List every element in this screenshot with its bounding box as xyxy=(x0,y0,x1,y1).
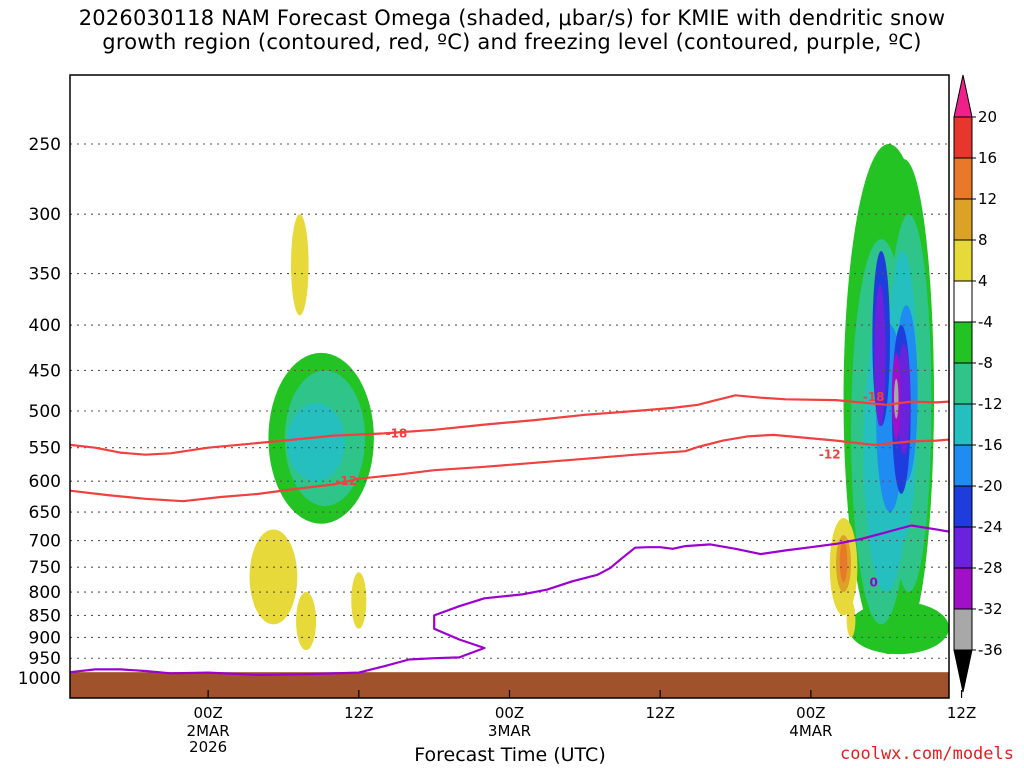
omega-cell xyxy=(1012,295,1024,395)
x-tick-sublabel: 2026 xyxy=(189,738,227,756)
omega-colorbar: 20 16 12 8 4 -4 -8 -12 -16 -20 -24 -28 -32 -36 xyxy=(953,74,1003,693)
colorbar-swatch xyxy=(953,567,973,610)
contour--12 xyxy=(70,433,949,503)
colorbar-swatch xyxy=(953,485,973,528)
omega-cell xyxy=(839,540,848,583)
colorbar-swatch xyxy=(953,362,973,405)
y-tick-label-750: 750 xyxy=(29,558,61,578)
temperature-contours: -18-18-18-12-12-1200 xyxy=(70,390,949,676)
omega-cell xyxy=(351,572,367,629)
pressure-gridlines xyxy=(70,143,949,659)
y-tick-label-300: 300 xyxy=(29,205,61,225)
contour-label--18: -18 xyxy=(863,390,885,404)
chart-title-line-2: growth region (contoured, red, ºC) and f… xyxy=(102,30,922,54)
omega-cell xyxy=(846,601,856,638)
omega-cell xyxy=(291,214,309,316)
omega-cell xyxy=(249,529,298,625)
x-tick-label: 00Z xyxy=(193,704,222,722)
y-tick-label-450: 450 xyxy=(29,361,61,381)
x-tick-label: 12Z xyxy=(645,704,674,722)
colorbar-label: 8 xyxy=(978,231,988,249)
colorbar-swatch xyxy=(953,608,973,651)
y-tick-label-350: 350 xyxy=(29,265,61,285)
contour-0 xyxy=(70,524,949,676)
colorbar-label: -16 xyxy=(978,436,1003,454)
y-tick-label-900: 900 xyxy=(29,628,61,648)
omega-cell xyxy=(1011,262,1024,411)
colorbar-label: -4 xyxy=(978,313,993,331)
plot-frame xyxy=(69,74,950,699)
x-tick-sublabel: 4MAR xyxy=(789,722,832,740)
colorbar-swatch xyxy=(953,157,973,200)
contour-label--12: -12 xyxy=(335,474,357,488)
colorbar-swatch xyxy=(953,239,973,282)
chart-title-line-1: 2026030118 NAM Forecast Omega (shaded, μ… xyxy=(78,6,946,30)
x-tick-label: 12Z xyxy=(947,704,976,722)
colorbar-swatch xyxy=(953,321,973,364)
colorbar-label: -36 xyxy=(978,641,1003,659)
colorbar-swatch xyxy=(953,280,973,323)
colorbar-label: 20 xyxy=(978,108,997,126)
x-tick-label: 00Z xyxy=(495,704,524,722)
colorbar-label: 16 xyxy=(978,149,997,167)
x-tick-sublabel: 2MAR xyxy=(187,722,230,740)
colorbar-label: -28 xyxy=(978,559,1003,577)
colorbar-label: -20 xyxy=(978,477,1003,495)
y-tick-label-950: 950 xyxy=(29,649,61,669)
y-tick-label-500: 500 xyxy=(29,402,61,422)
omega-cell xyxy=(897,343,911,455)
y-tick-label-550: 550 xyxy=(29,439,61,459)
colorbar-swatch xyxy=(953,526,973,569)
credit-text: coolwx.com/models xyxy=(840,744,1014,764)
colorbar-label: -24 xyxy=(978,518,1003,536)
colorbar-label: 4 xyxy=(978,272,988,290)
colorbar-swatch xyxy=(953,198,973,241)
y-tick-label-850: 850 xyxy=(29,606,61,626)
contour-label--12: -12 xyxy=(819,448,841,462)
contour-label-0: 0 xyxy=(869,575,877,589)
omega-cell xyxy=(296,592,317,651)
omega-cell xyxy=(287,403,346,482)
colorbar-label: 12 xyxy=(978,190,997,208)
colorbar-swatch xyxy=(953,403,973,446)
y-tick-label-700: 700 xyxy=(29,532,61,552)
omega-shaded-field xyxy=(249,144,1024,655)
y-tick-label-1000: 1000 xyxy=(18,669,61,689)
colorbar-swatch xyxy=(953,116,973,159)
y-tick-label-600: 600 xyxy=(29,472,61,492)
y-tick-label-400: 400 xyxy=(29,316,61,336)
colorbar-label: -32 xyxy=(978,600,1003,618)
omega-cell xyxy=(1009,214,1024,426)
y-tick-label-250: 250 xyxy=(29,135,61,155)
x-tick-label: 12Z xyxy=(344,704,373,722)
colorbar-swatch xyxy=(953,649,973,693)
y-tick-label-800: 800 xyxy=(29,583,61,603)
colorbar-label: -12 xyxy=(978,395,1003,413)
colorbar-swatch xyxy=(953,444,973,487)
colorbar-swatch xyxy=(953,74,973,118)
omega-cell xyxy=(893,378,899,419)
time-axis: 00Z2MAR202612Z00Z3MAR12Z00Z4MAR12Z00Z5MA… xyxy=(187,690,976,756)
x-tick-label: 00Z xyxy=(796,704,825,722)
y-tick-label-650: 650 xyxy=(29,503,61,523)
contour--18 xyxy=(70,394,949,456)
contour-label--18: -18 xyxy=(386,426,408,440)
pressure-axis: 2503003504004505005506006507007508008509… xyxy=(18,135,61,689)
x-axis-label: Forecast Time (UTC) xyxy=(414,744,606,766)
omega-cell xyxy=(874,284,886,427)
x-tick-sublabel: 3MAR xyxy=(488,722,531,740)
colorbar-label: -8 xyxy=(978,354,993,372)
